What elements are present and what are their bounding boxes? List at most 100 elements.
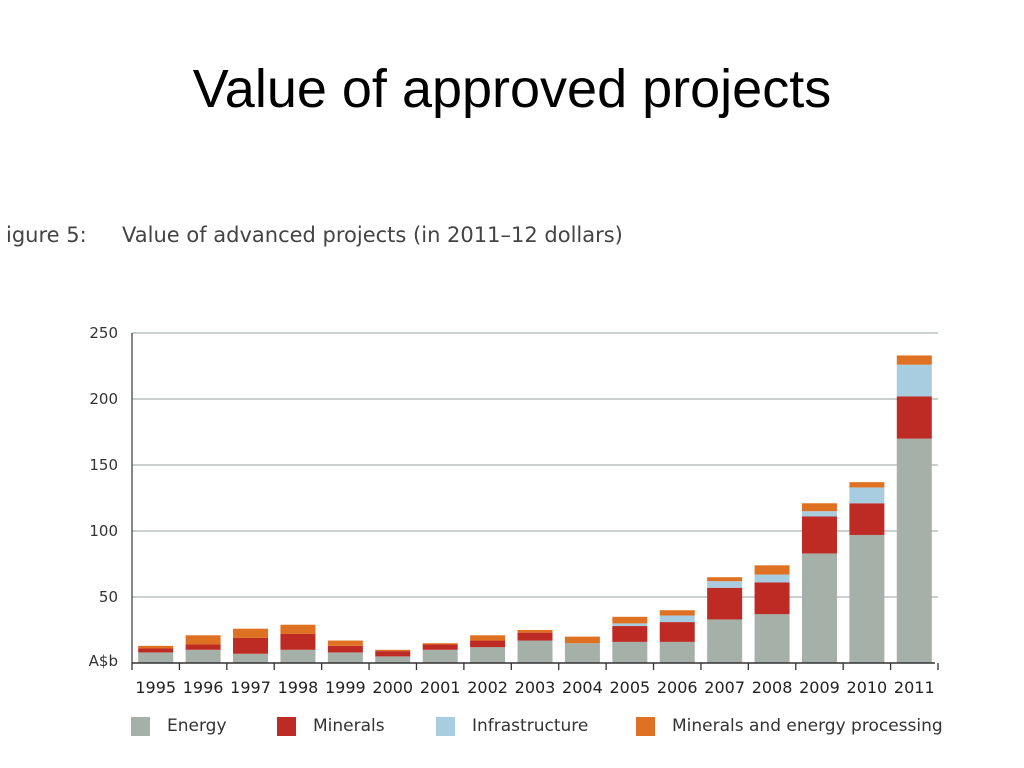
- stacked-bar-chart: 50 100 150 200 250 A$b 1995 1996 1997 1998 1999 200…: [89, 324, 939, 697]
- bar-infrastructure-2005: [612, 623, 648, 627]
- bar-minerals-and-energy-processing-2003: [517, 630, 553, 633]
- bar-infrastructure-2011: [896, 364, 932, 397]
- bar-energy-1999: [327, 652, 363, 663]
- x-tick-label: 1997: [230, 678, 271, 697]
- bar-minerals-2007: [707, 587, 743, 620]
- legend-item-minerals: Minerals: [277, 716, 385, 736]
- legend-swatch: [436, 716, 455, 736]
- bar-minerals-1995: [138, 648, 174, 653]
- bar-energy-2002: [470, 647, 506, 663]
- bar-minerals-2002: [470, 640, 506, 648]
- bar-energy-2008: [754, 614, 790, 663]
- bar-energy-2003: [517, 640, 553, 663]
- bar-energy-2010: [849, 534, 885, 663]
- bar-energy-1996: [185, 649, 221, 663]
- y-tick-label: 200: [89, 390, 118, 408]
- legend-label: Infrastructure: [472, 716, 589, 736]
- bar-minerals-and-energy-processing-1998: [280, 624, 316, 634]
- bar-minerals-and-energy-processing-2007: [707, 577, 743, 582]
- bar-energy-2000: [375, 656, 411, 663]
- bar-minerals-2000: [375, 651, 411, 657]
- bar-minerals-and-energy-processing-2000: [375, 649, 411, 652]
- bar-minerals-2001: [422, 644, 458, 650]
- y-axis-label: A$b: [89, 652, 118, 670]
- x-tick-label: 1998: [278, 678, 319, 697]
- legend-swatch: [277, 716, 296, 736]
- x-tick-label: 2007: [704, 678, 745, 697]
- bar-energy-1995: [138, 652, 174, 663]
- bar-minerals-and-energy-processing-2006: [659, 610, 695, 616]
- x-tick-label: 1999: [325, 678, 366, 697]
- bar-minerals-and-energy-processing-1995: [138, 645, 174, 649]
- bar-minerals-1996: [185, 644, 221, 650]
- bar-minerals-2005: [612, 626, 648, 642]
- bar-minerals-and-energy-processing-2009: [801, 503, 837, 512]
- x-tick-label: 2004: [562, 678, 603, 697]
- bar-minerals-and-energy-processing-2011: [896, 355, 932, 365]
- bar-minerals-2008: [754, 582, 790, 615]
- legend-swatch: [131, 716, 150, 736]
- legend-swatch: [636, 716, 655, 736]
- bar-energy-2001: [422, 649, 458, 663]
- x-tick-label: 1995: [135, 678, 176, 697]
- x-tick-label: 2005: [609, 678, 650, 697]
- x-tick-label: 2009: [799, 678, 840, 697]
- x-tick-label: 2002: [467, 678, 508, 697]
- bar-energy-2009: [801, 553, 837, 663]
- bars: [138, 355, 932, 663]
- bar-minerals-and-energy-processing-2010: [849, 482, 885, 488]
- x-tick-label: 2000: [372, 678, 413, 697]
- bar-minerals-2009: [801, 516, 837, 554]
- x-tick-label: 2008: [752, 678, 793, 697]
- x-tick-label: 2003: [515, 678, 556, 697]
- slide-title: Value of approved projects: [192, 59, 832, 119]
- bar-energy-2006: [659, 641, 695, 663]
- bar-infrastructure-2006: [659, 615, 695, 623]
- bar-minerals-2011: [896, 396, 932, 439]
- axes: [131, 333, 939, 670]
- bar-minerals-1999: [327, 645, 363, 653]
- x-tick-label: 2010: [847, 678, 888, 697]
- bar-minerals-and-energy-processing-1996: [185, 635, 221, 645]
- bar-minerals-and-energy-processing-2004: [564, 636, 600, 644]
- bar-minerals-and-energy-processing-2008: [754, 565, 790, 575]
- bar-energy-2005: [612, 641, 648, 663]
- x-tick-label: 2001: [420, 678, 461, 697]
- bar-infrastructure-2010: [849, 487, 885, 504]
- figure-label: igure 5:: [6, 223, 87, 247]
- y-tick-label: 100: [89, 522, 118, 540]
- bar-minerals-1997: [233, 637, 269, 654]
- bar-energy-2004: [564, 643, 600, 663]
- bar-infrastructure-2008: [754, 574, 790, 583]
- figure-caption-text: Value of advanced projects (in 2011–12 d…: [122, 223, 623, 247]
- tick-labels: 50 100 150 200 250 A$b 1995 1996 1997 1998 1999 200…: [89, 324, 935, 697]
- bar-energy-2007: [707, 619, 743, 663]
- bar-infrastructure-2009: [801, 511, 837, 517]
- bar-minerals-2003: [517, 632, 553, 641]
- bar-infrastructure-2007: [707, 581, 743, 588]
- bar-minerals-and-energy-processing-2002: [470, 635, 506, 641]
- bar-energy-2011: [896, 438, 932, 663]
- bar-minerals-and-energy-processing-1999: [327, 640, 363, 646]
- legend-item-energy: Energy: [131, 716, 227, 736]
- x-tick-label: 2011: [894, 678, 935, 697]
- bar-minerals-and-energy-processing-2001: [422, 643, 458, 645]
- bar-energy-1998: [280, 649, 316, 663]
- y-tick-label: 50: [99, 588, 118, 606]
- bar-minerals-1998: [280, 633, 316, 650]
- legend-item-minerals-and-energy-processing: Minerals and energy processing: [636, 716, 943, 736]
- figure-caption: igure 5: Value of advanced projects (in 2…: [6, 223, 623, 247]
- legend-label: Energy: [167, 716, 227, 736]
- y-tick-label: 250: [89, 324, 118, 342]
- bar-minerals-and-energy-processing-1997: [233, 628, 269, 638]
- legend-label: Minerals: [313, 716, 385, 736]
- bar-minerals-2006: [659, 622, 695, 642]
- bar-minerals-2010: [849, 503, 885, 535]
- y-tick-label: 150: [89, 456, 118, 474]
- x-tick-label: 2006: [657, 678, 698, 697]
- legend-label: Minerals and energy processing: [672, 716, 943, 736]
- legend-item-infrastructure: Infrastructure: [436, 716, 588, 736]
- bar-energy-1997: [233, 653, 269, 663]
- x-tick-label: 1996: [183, 678, 224, 697]
- bar-minerals-and-energy-processing-2005: [612, 616, 648, 624]
